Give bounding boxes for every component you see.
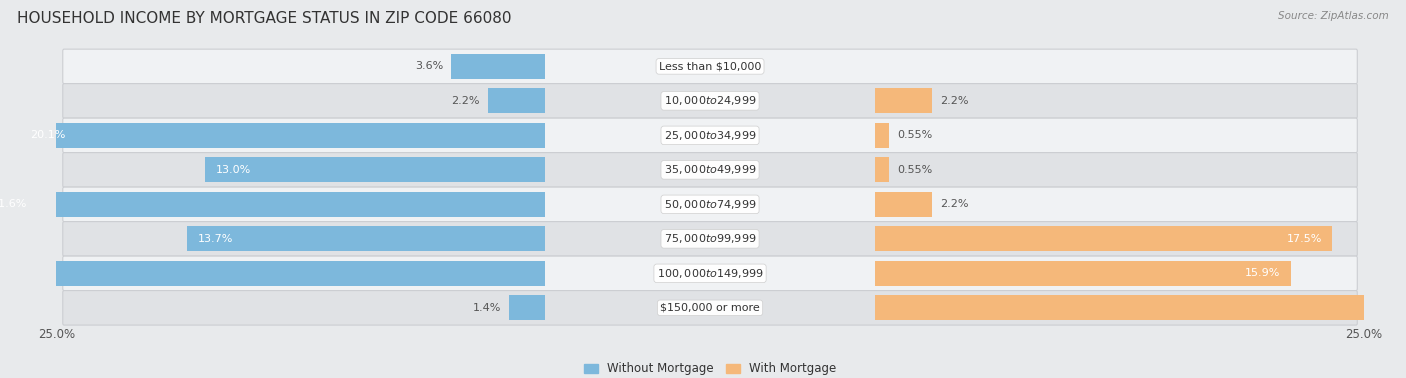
Text: 20.1%: 20.1% <box>30 130 66 140</box>
FancyBboxPatch shape <box>63 49 1357 84</box>
FancyBboxPatch shape <box>63 84 1357 118</box>
Bar <box>187 226 546 251</box>
Text: $150,000 or more: $150,000 or more <box>661 303 759 313</box>
FancyBboxPatch shape <box>63 187 1357 222</box>
Bar <box>875 192 932 217</box>
Bar <box>875 296 1406 320</box>
FancyBboxPatch shape <box>63 153 1357 187</box>
Text: 15.9%: 15.9% <box>1244 268 1279 278</box>
Bar <box>875 158 889 182</box>
Bar <box>20 123 546 148</box>
Text: $100,000 to $149,999: $100,000 to $149,999 <box>657 267 763 280</box>
Bar <box>451 54 546 79</box>
Text: HOUSEHOLD INCOME BY MORTGAGE STATUS IN ZIP CODE 66080: HOUSEHOLD INCOME BY MORTGAGE STATUS IN Z… <box>17 11 512 26</box>
Text: 2.2%: 2.2% <box>941 199 969 209</box>
Text: 1.4%: 1.4% <box>472 303 501 313</box>
FancyBboxPatch shape <box>63 118 1357 153</box>
Bar <box>875 226 1333 251</box>
Text: 21.6%: 21.6% <box>0 199 27 209</box>
Bar <box>488 88 546 113</box>
Text: Less than $10,000: Less than $10,000 <box>659 61 761 71</box>
Bar <box>875 88 932 113</box>
Text: 2.2%: 2.2% <box>451 96 479 106</box>
Text: $25,000 to $34,999: $25,000 to $34,999 <box>664 129 756 142</box>
FancyBboxPatch shape <box>63 256 1357 291</box>
Text: $75,000 to $99,999: $75,000 to $99,999 <box>664 232 756 245</box>
Text: 13.0%: 13.0% <box>215 165 252 175</box>
Legend: Without Mortgage, With Mortgage: Without Mortgage, With Mortgage <box>579 358 841 378</box>
Bar <box>0 261 546 286</box>
FancyBboxPatch shape <box>63 291 1357 325</box>
Bar <box>875 261 1291 286</box>
Bar <box>0 192 546 217</box>
Text: 0.55%: 0.55% <box>897 165 932 175</box>
Text: 13.7%: 13.7% <box>197 234 233 244</box>
Text: $50,000 to $74,999: $50,000 to $74,999 <box>664 198 756 211</box>
Text: 0.55%: 0.55% <box>897 130 932 140</box>
Text: 2.2%: 2.2% <box>941 96 969 106</box>
Bar <box>509 296 546 320</box>
Bar <box>205 158 546 182</box>
Text: 3.6%: 3.6% <box>415 61 443 71</box>
Text: $10,000 to $24,999: $10,000 to $24,999 <box>664 94 756 107</box>
Bar <box>875 123 889 148</box>
Text: 17.5%: 17.5% <box>1286 234 1322 244</box>
Text: $35,000 to $49,999: $35,000 to $49,999 <box>664 163 756 177</box>
Text: Source: ZipAtlas.com: Source: ZipAtlas.com <box>1278 11 1389 21</box>
FancyBboxPatch shape <box>63 222 1357 256</box>
